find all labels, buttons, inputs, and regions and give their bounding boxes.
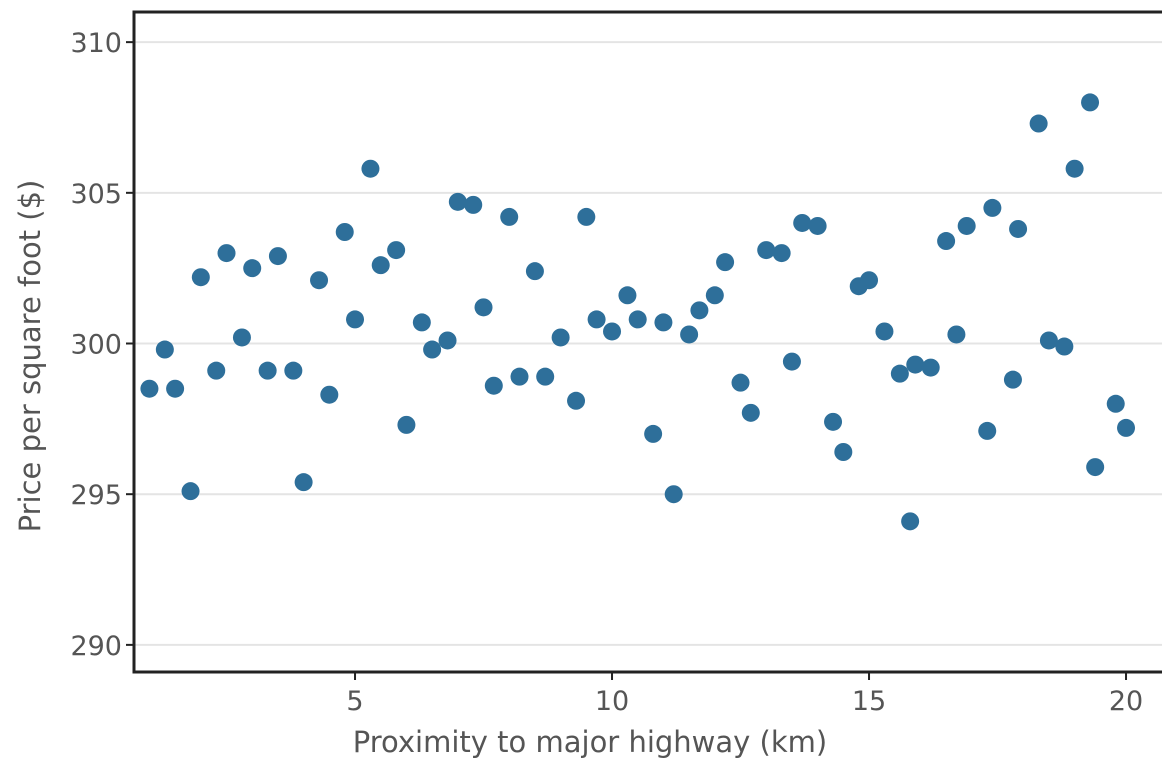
data-point (664, 485, 683, 504)
y-tick-label-310: 310 (70, 28, 122, 59)
y-tick-label-295: 295 (70, 480, 122, 511)
data-point (901, 512, 920, 531)
data-point (387, 241, 406, 260)
data-point (217, 244, 236, 263)
data-point (1086, 458, 1105, 477)
data-point (207, 361, 226, 380)
data-point (983, 198, 1002, 217)
data-point (140, 379, 159, 398)
data-point (1106, 394, 1125, 413)
data-point (690, 301, 709, 320)
data-point (875, 322, 894, 341)
data-point (474, 298, 493, 317)
data-point (1055, 337, 1074, 356)
data-point (772, 244, 791, 263)
data-point (335, 223, 354, 241)
data-point (906, 355, 925, 374)
data-point (294, 473, 313, 492)
data-point (680, 325, 699, 344)
x-tick-label-15: 15 (852, 686, 886, 717)
data-point (500, 207, 519, 226)
data-point (1009, 219, 1028, 238)
data-point (284, 361, 303, 380)
data-point (628, 310, 647, 329)
data-point (181, 482, 200, 501)
data-point (268, 247, 287, 266)
tick-labels: 290 295 300 305 310 5 10 15 20 (70, 28, 1143, 717)
x-tick-label-20: 20 (1109, 686, 1143, 717)
data-points (140, 93, 1136, 531)
data-point (412, 313, 431, 332)
data-point (551, 328, 570, 347)
x-tick-label-10: 10 (595, 686, 629, 717)
data-point (361, 159, 380, 178)
data-point (577, 207, 596, 226)
data-point (716, 253, 735, 272)
data-point (1065, 159, 1084, 178)
data-point (371, 256, 390, 275)
data-point (1039, 331, 1058, 350)
data-point (654, 313, 673, 332)
data-point (705, 286, 724, 305)
data-point (741, 403, 760, 422)
data-point (782, 352, 801, 371)
data-point (731, 373, 750, 392)
data-point (587, 310, 606, 329)
data-point (824, 412, 843, 431)
data-point (484, 376, 503, 395)
data-point (957, 216, 976, 235)
x-axis-label: Proximity to major highway (km) (353, 725, 827, 758)
data-point (1029, 114, 1048, 133)
data-point (464, 195, 483, 214)
data-point (834, 443, 853, 461)
y-axis-label: Price per square foot ($) (13, 180, 47, 533)
data-point (947, 325, 966, 344)
data-point (525, 262, 544, 281)
data-point (155, 340, 174, 359)
data-point (346, 310, 365, 329)
data-point (510, 367, 529, 386)
data-point (603, 322, 622, 341)
data-point (310, 271, 329, 290)
data-point (808, 216, 827, 235)
data-point (644, 424, 663, 443)
gridlines (134, 41, 1162, 646)
data-point (1081, 93, 1100, 112)
data-point (448, 192, 467, 211)
data-point (191, 268, 210, 287)
data-point (232, 328, 251, 347)
data-point (320, 385, 339, 404)
data-point (793, 213, 812, 232)
data-point (1117, 418, 1136, 437)
y-tick-label-305: 305 (70, 179, 122, 210)
data-point (618, 286, 637, 305)
y-tick-label-290: 290 (70, 631, 122, 662)
data-point (536, 367, 555, 386)
data-point (937, 232, 956, 251)
data-point (258, 361, 277, 380)
data-point (860, 271, 879, 290)
data-point (567, 391, 586, 410)
data-point (423, 340, 442, 359)
data-point (921, 358, 940, 377)
y-tick-label-300: 300 (70, 330, 122, 361)
axes (132, 10, 1162, 674)
data-point (166, 379, 185, 398)
data-point (890, 364, 909, 383)
data-point (397, 415, 416, 434)
data-point (1003, 370, 1022, 389)
data-point (978, 421, 997, 440)
x-tick-label-5: 5 (346, 686, 363, 717)
data-point (438, 331, 457, 350)
data-point (243, 259, 262, 278)
data-point (757, 241, 776, 260)
